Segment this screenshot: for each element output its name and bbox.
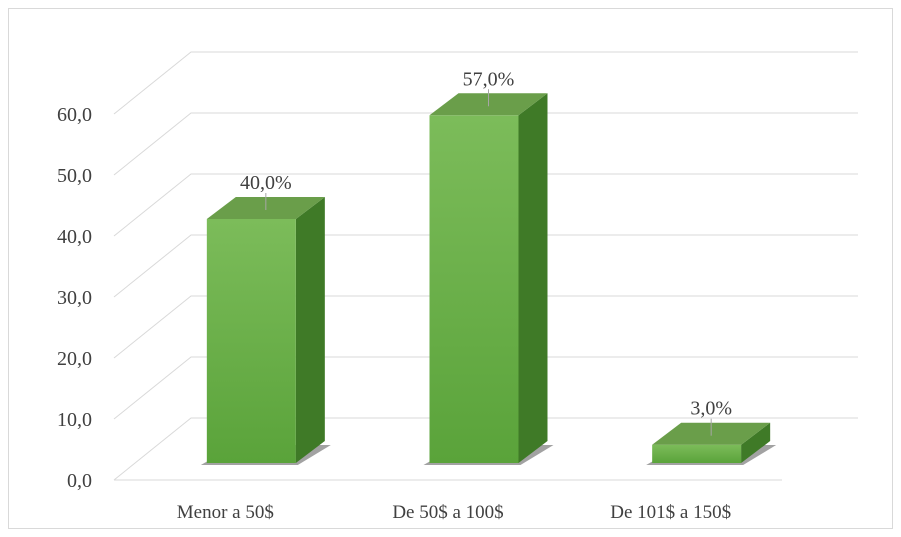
y-axis-ticks: 0,0 10,0 20,0 30,0 40,0 50,0 60,0 <box>57 104 92 492</box>
y-tick-label: 10,0 <box>57 409 92 431</box>
gridline <box>113 356 858 420</box>
category-label: Menor a 50$ <box>177 502 274 523</box>
gridline <box>113 51 858 115</box>
bar: 57,0% <box>423 68 554 465</box>
bar-side <box>518 93 548 464</box>
data-label: 40,0% <box>240 172 292 194</box>
bar-front <box>429 115 519 464</box>
y-tick-label: 30,0 <box>57 287 92 309</box>
bar-front <box>206 219 296 463</box>
category-label: De 101$ a 150$ <box>610 502 731 523</box>
bars: 40,0% 57,0% 3,0% <box>200 68 777 465</box>
gridlines <box>113 51 858 481</box>
y-tick-label: 60,0 <box>57 104 92 126</box>
bar-side <box>295 197 325 463</box>
y-tick-label: 50,0 <box>57 165 92 187</box>
gridline <box>113 234 858 298</box>
gridline <box>113 295 858 359</box>
gridline <box>113 173 858 237</box>
bar-front <box>652 444 742 463</box>
y-tick-label: 20,0 <box>57 348 92 370</box>
data-label: 3,0% <box>690 398 732 420</box>
gridline <box>113 417 858 481</box>
category-label: De 50$ a 100$ <box>392 502 503 523</box>
data-label: 57,0% <box>463 68 515 90</box>
bar: 40,0% <box>200 172 331 465</box>
y-tick-label: 0,0 <box>67 470 92 492</box>
bar-side <box>741 422 771 463</box>
x-axis-categories: Menor a 50$ De 50$ a 100$ De 101$ a 150$ <box>177 502 731 523</box>
y-tick-label: 40,0 <box>57 226 92 248</box>
gridline <box>113 112 858 176</box>
bar: 3,0% <box>646 398 777 465</box>
